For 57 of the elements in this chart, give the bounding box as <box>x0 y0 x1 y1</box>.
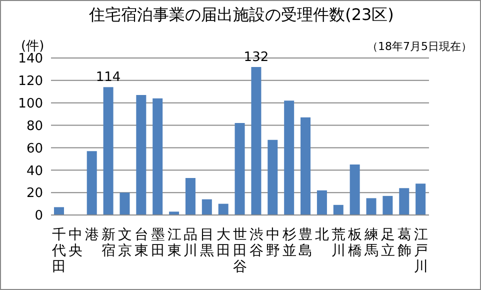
bar <box>86 151 97 215</box>
bar <box>152 98 163 215</box>
y-tick-label: 120 <box>18 74 43 90</box>
x-tick-label: 北 <box>315 227 330 243</box>
bar <box>268 140 278 215</box>
bar <box>234 123 245 215</box>
x-tick-label: 台東 <box>134 227 148 259</box>
x-tick-label: 新宿 <box>102 227 116 259</box>
y-tick-label: 100 <box>18 96 43 112</box>
x-tick-label: 中野 <box>266 227 280 259</box>
x-tick-label: 豊島 <box>298 227 313 259</box>
y-tick-label: 0 <box>34 208 43 224</box>
y-tick-label: 80 <box>26 118 43 134</box>
x-tick-label: 墨田 <box>150 227 165 259</box>
bar <box>350 164 360 215</box>
bar <box>333 204 344 215</box>
bar <box>382 196 393 215</box>
bar <box>399 188 410 215</box>
x-tick-label: 中央 <box>68 227 83 259</box>
chart-title: 住宅宿泊事業の届出施設の受理件数(23区) <box>88 5 395 26</box>
x-tick-label: 文京 <box>118 227 132 259</box>
bar <box>284 100 294 215</box>
bar <box>416 184 426 215</box>
x-tick-label: 杉並 <box>281 227 296 259</box>
x-tick-label: 葛飾 <box>397 227 412 259</box>
x-tick-label: 江東 <box>167 227 182 259</box>
x-tick-label: 品川 <box>184 227 198 259</box>
bar <box>136 95 146 215</box>
y-tick-label: 20 <box>26 186 43 202</box>
x-tick-label: 荒川 <box>332 227 346 259</box>
bar <box>316 190 327 215</box>
y-tick-label: 60 <box>26 141 43 156</box>
y-axis-title: (件) <box>21 38 44 54</box>
x-tick-label: 港 <box>85 227 100 243</box>
bar <box>185 178 196 215</box>
bar <box>366 198 376 215</box>
x-tick-label: 千代田 <box>51 227 66 275</box>
x-tick-label: 練馬 <box>363 227 378 259</box>
x-tick-label: 渋谷 <box>249 227 264 259</box>
bar <box>120 192 130 215</box>
bar <box>202 199 212 215</box>
x-tick-label: 江戸川 <box>414 227 428 275</box>
y-tick-label: 140 <box>18 52 43 67</box>
x-tick-label: 目黒 <box>200 227 214 259</box>
bar <box>251 66 262 215</box>
x-tick-label: 板橋 <box>347 227 362 259</box>
bar <box>54 207 64 215</box>
data-label: 114 <box>96 70 121 86</box>
bar <box>218 204 228 215</box>
x-tick-label: 大田 <box>216 227 231 259</box>
bar <box>300 117 311 215</box>
x-tick-label: 足立 <box>380 227 395 259</box>
data-label: 132 <box>244 50 269 65</box>
text: （18年7月5日現在） <box>367 39 472 54</box>
bar <box>103 87 114 215</box>
x-tick-label: 世田谷 <box>233 227 247 275</box>
y-tick-label: 40 <box>26 164 43 179</box>
